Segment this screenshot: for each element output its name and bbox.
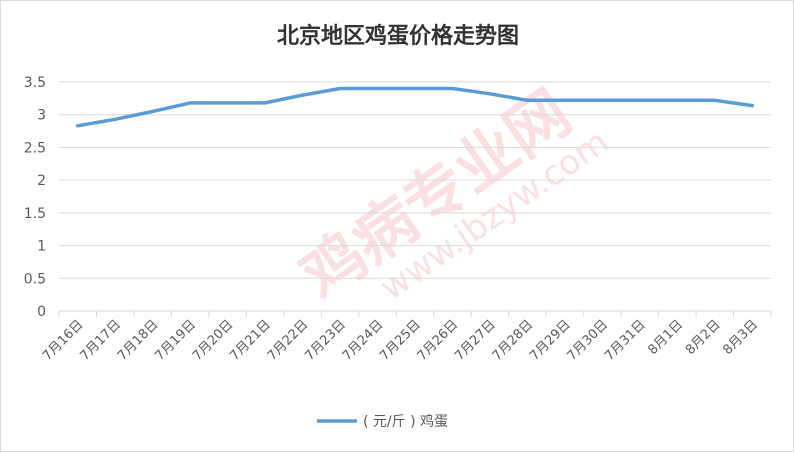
x-tick-label: 7月22日 bbox=[265, 317, 312, 364]
x-tick-label: 7月30日 bbox=[565, 317, 612, 364]
x-tick-label: 8月2日 bbox=[683, 317, 724, 358]
x-tick-label: 7月17日 bbox=[77, 317, 124, 364]
y-tick-label: 1 bbox=[37, 239, 46, 255]
x-tick-label: 7月19日 bbox=[152, 317, 199, 364]
y-tick-label: 2.5 bbox=[24, 140, 46, 156]
chart-title: 北京地区鸡蛋价格走势图 bbox=[277, 23, 519, 49]
x-tick-label: 7月24日 bbox=[340, 317, 387, 364]
x-tick-label: 7月29日 bbox=[527, 317, 574, 364]
x-axis-ticks: 7月16日7月17日7月18日7月19日7月20日7月21日7月22日7月23日… bbox=[40, 317, 761, 364]
series-layer bbox=[75, 86, 755, 128]
y-axis-ticks: 0 0.5 1 1.5 2 2.5 3 3.5 bbox=[24, 75, 46, 320]
legend-label: ( 元/斤 ) 鸡蛋 bbox=[363, 413, 448, 430]
x-tick-label: 7月26日 bbox=[415, 317, 462, 364]
y-tick-label: 3.5 bbox=[24, 75, 46, 91]
x-tick-label: 7月31日 bbox=[602, 317, 649, 364]
series-line-0 bbox=[75, 86, 755, 128]
y-tick-label: 0 bbox=[37, 304, 46, 320]
y-tick-label: 0.5 bbox=[24, 271, 46, 287]
gridlines bbox=[58, 81, 772, 317]
y-tick-label: 1.5 bbox=[24, 206, 46, 222]
x-tick-label: 7月27日 bbox=[452, 317, 499, 364]
x-tick-label: 7月18日 bbox=[115, 317, 162, 364]
y-tick-label: 2 bbox=[37, 173, 46, 189]
x-tick-label: 7月28日 bbox=[490, 317, 537, 364]
y-tick-label: 3 bbox=[37, 108, 46, 124]
legend: ( 元/斤 ) 鸡蛋 bbox=[317, 413, 448, 430]
x-tick-label: 7月25日 bbox=[377, 317, 424, 364]
x-tick-label: 7月23日 bbox=[302, 317, 349, 364]
x-tick-label: 7月21日 bbox=[227, 317, 274, 364]
watermark: 鸡病专业网 www.jbzyw.com bbox=[288, 76, 616, 314]
x-tick-label: 7月20日 bbox=[190, 317, 237, 364]
x-tick-label: 7月16日 bbox=[40, 317, 87, 364]
x-tick-label: 8月1日 bbox=[645, 317, 686, 358]
x-tick-label: 8月3日 bbox=[720, 317, 761, 358]
